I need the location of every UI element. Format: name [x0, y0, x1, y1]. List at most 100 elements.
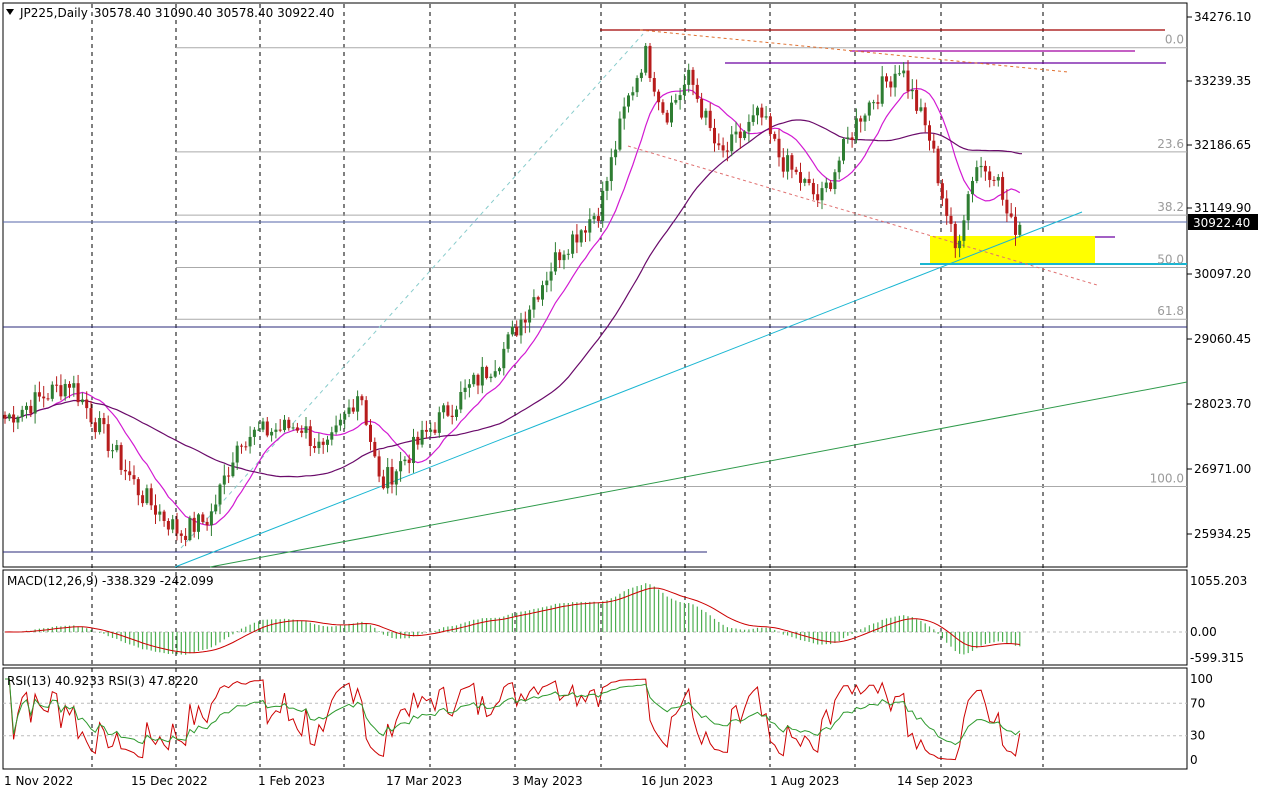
rsi-fast-line[interactable] [5, 678, 1021, 761]
current-price-badge [1188, 214, 1258, 230]
candle-down [536, 297, 540, 300]
fib-level-label: 38.2 [1157, 200, 1184, 214]
candle-down [42, 396, 46, 399]
macd-pane[interactable] [2, 569, 1188, 666]
trend-line-cyan[interactable] [174, 211, 1083, 568]
candle-up [837, 160, 841, 173]
moving-average-fast[interactable] [4, 87, 1021, 526]
candle-up [248, 436, 252, 447]
candle-down [859, 118, 863, 122]
macd-tick-label: 1055.203 [1190, 574, 1247, 588]
candle-down [768, 116, 772, 135]
candle-down [945, 198, 949, 216]
candle-down [446, 405, 450, 416]
candle-up [472, 374, 476, 385]
support-zone-box[interactable] [930, 236, 1095, 263]
candle-up [880, 76, 884, 104]
candle-up [231, 462, 235, 477]
candle-up [962, 220, 966, 241]
candle-up [846, 137, 850, 139]
date-tick-label: 1 Aug 2023 [770, 774, 839, 788]
main-pane[interactable] [2, 2, 1188, 568]
candle-down [790, 155, 794, 170]
candle-down [906, 70, 910, 92]
candle-up [601, 190, 605, 221]
candle-up [442, 405, 446, 413]
candle-up [644, 45, 648, 73]
candle-down [416, 436, 420, 445]
fib-level-label: 50.0 [1157, 252, 1184, 266]
price-tick-label: 34276.10 [1194, 10, 1251, 24]
trend-line-green[interactable] [209, 381, 1188, 568]
candle-down [648, 45, 652, 79]
candle-up [330, 432, 334, 440]
candle-up [674, 100, 678, 103]
candle-up [682, 84, 686, 96]
candle-up [842, 138, 845, 161]
candle-down [721, 145, 725, 151]
candle-down [915, 89, 919, 111]
candle-up [639, 72, 643, 79]
candle-down [523, 319, 527, 323]
fib-trend-line[interactable] [180, 33, 644, 549]
candle-up [429, 429, 433, 432]
candle-down [450, 415, 454, 417]
current-price-label: 30922.40 [1193, 216, 1250, 230]
price-tick-label: 31149.90 [1194, 201, 1251, 215]
candle-up [257, 429, 261, 431]
price-tick-label: 32186.65 [1194, 138, 1251, 152]
candle-down [936, 148, 940, 184]
candle-down [515, 326, 519, 336]
candle-down [992, 179, 996, 181]
candle-up [480, 366, 484, 386]
candle-down [3, 414, 7, 419]
rsi-tick-label: 70 [1190, 696, 1205, 710]
candle-up [588, 219, 592, 233]
menu-triangle-icon[interactable] [6, 9, 14, 15]
candle-up [786, 155, 790, 172]
rsi-tick-label: 100 [1190, 672, 1213, 686]
price-tick-label: 28023.70 [1194, 397, 1251, 411]
price-tick-label: 26971.00 [1194, 462, 1251, 476]
candle-up [111, 450, 114, 452]
candle-down [132, 475, 136, 480]
candle-up [386, 467, 390, 489]
candle-up [115, 445, 119, 451]
candle-up [751, 115, 755, 122]
rsi-slow-line[interactable] [5, 678, 1021, 746]
candle-down [162, 511, 166, 522]
candle-down [1014, 216, 1017, 235]
candle-up [532, 297, 536, 310]
candle-up [958, 240, 962, 249]
macd-signal-line[interactable] [4, 587, 1020, 654]
moving-average-slow[interactable] [4, 119, 1022, 478]
support-zone [930, 236, 1095, 263]
candle-up [437, 412, 441, 433]
candle-down [596, 216, 600, 221]
candle-down [390, 467, 394, 485]
candle-up [197, 514, 200, 532]
candle-down [885, 76, 888, 82]
candle-up [833, 172, 837, 190]
candle-down [76, 383, 80, 403]
candle-down [717, 143, 721, 146]
rsi-pane[interactable] [2, 667, 1188, 770]
candle-up [872, 102, 876, 104]
candle-up [975, 167, 979, 181]
chart-symbol-header: JP225,Daily 30578.40 31090.40 30578.40 30… [19, 6, 334, 20]
candle-up [209, 511, 213, 526]
candle-up [455, 409, 458, 417]
candle-up [270, 431, 274, 436]
candle-down [485, 366, 489, 379]
candle-up [274, 429, 278, 432]
candle-up [326, 439, 329, 445]
date-tick-label: 1 Nov 2022 [4, 774, 73, 788]
candle-up [261, 421, 265, 430]
price-tick-label: 33239.35 [1194, 74, 1251, 88]
candle-up [334, 425, 338, 433]
candle-down [575, 234, 579, 243]
candle-up [528, 309, 532, 323]
candle-down [381, 476, 385, 489]
candle-down [949, 215, 953, 224]
